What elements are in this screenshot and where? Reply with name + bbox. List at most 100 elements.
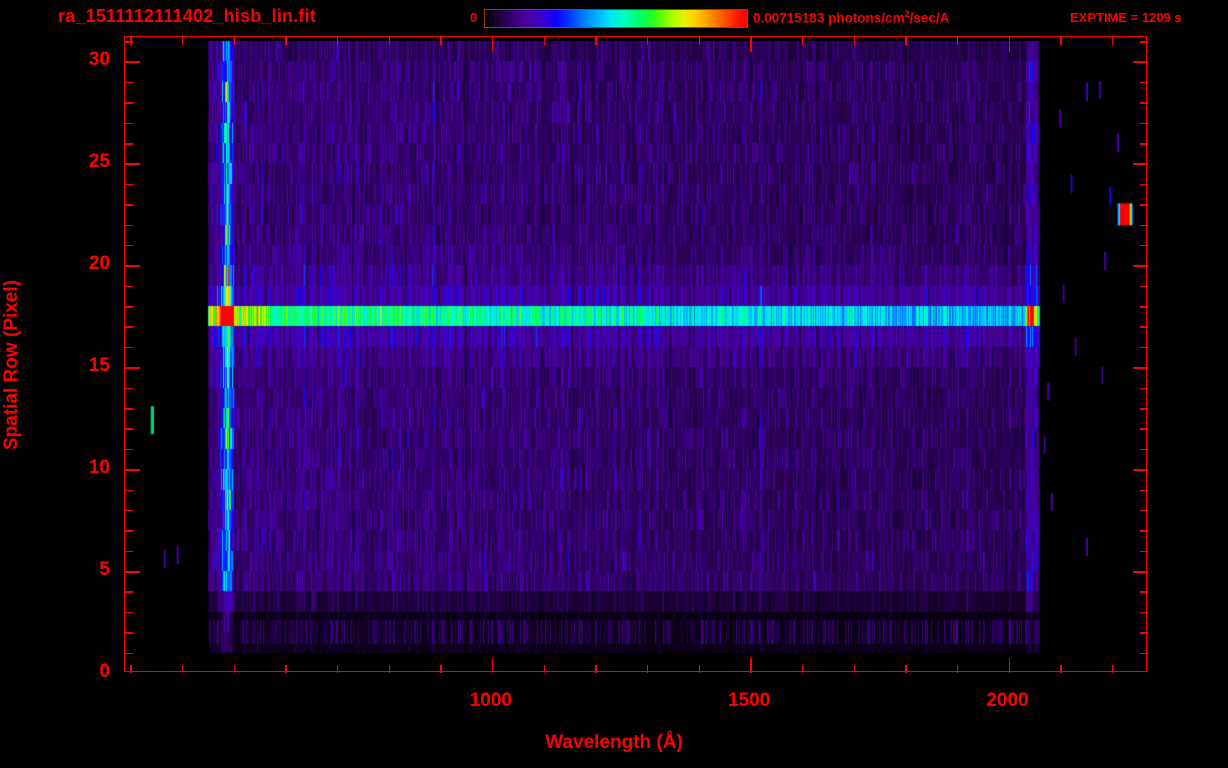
x-tick [853,665,855,673]
y-tick [125,591,133,593]
x-tick [595,665,597,673]
x-tick [698,665,700,673]
y-tick [125,509,133,512]
y-tick [125,285,133,288]
x-tick-top [750,37,752,52]
y-tick-right [1140,41,1148,43]
y-tick-right [1133,571,1148,573]
x-tick-top [595,37,597,45]
y-tick-right [1133,61,1148,63]
x-tick [801,665,804,673]
x-tick [956,665,959,673]
y-tick-label: 30 [88,49,110,71]
plot-frame [124,36,1148,673]
y-tick [125,346,133,349]
y-tick-right [1140,550,1148,553]
y-tick-right [1140,611,1148,614]
y-tick [125,571,140,573]
colorbar [484,9,748,28]
y-tick [125,448,133,451]
x-tick-label: 1500 [728,690,771,711]
x-tick-label: 2000 [986,690,1029,711]
y-tick-right [1140,81,1148,84]
x-tick-top [646,37,649,45]
y-tick [125,306,133,308]
y-tick-right [1140,224,1148,227]
x-tick [181,665,184,673]
y-tick-right [1140,143,1148,145]
x-tick-top [801,37,804,45]
x-tick-label: 1000 [469,690,512,711]
y-tick-right [1140,509,1148,512]
y-tick-right [1140,408,1148,410]
y-tick-right [1133,469,1148,471]
x-tick-top [336,37,339,45]
x-tick [543,665,545,673]
y-tick-right [1140,632,1148,634]
x-tick [440,665,442,673]
x-tick-top [698,37,700,45]
y-tick [125,428,133,430]
y-tick-right [1133,163,1148,165]
y-tick [125,41,133,43]
spectrogram-image [125,37,1148,673]
y-tick-right [1140,428,1148,430]
y-tick [125,408,133,410]
x-tick [491,658,494,673]
y-tick-right [1140,652,1148,655]
spectrogram-canvas [125,37,1148,673]
y-tick [125,652,133,655]
y-tick [125,550,133,553]
y-tick-label: 20 [88,253,110,275]
x-tick-top [956,37,959,45]
y-tick [125,530,133,532]
x-tick [130,665,132,673]
y-tick-right [1140,306,1148,308]
y-tick [125,387,133,390]
y-tick [125,489,133,492]
y-tick [125,611,133,614]
y-tick-right [1140,591,1148,593]
y-tick [125,163,140,165]
x-tick-top [285,37,287,45]
y-tick-right [1140,122,1148,125]
y-axis-label: Spatial Row (Pixel) [1,280,22,450]
y-tick-label: 0 [99,661,110,682]
x-tick-top [543,37,545,45]
y-tick [125,265,140,267]
y-tick [125,81,133,84]
x-tick-top [181,37,184,45]
x-tick-top [1111,37,1114,45]
colorbar-max-label: 0.00715183 photons/cm2/sec/A [753,9,950,26]
y-tick-right [1140,102,1148,104]
y-tick-right [1140,530,1148,532]
x-tick [646,665,649,673]
y-tick [125,326,133,328]
y-tick-label: 5 [99,559,110,581]
x-tick-top [905,37,907,45]
x-axis-label: Wavelength (Å) [545,732,683,753]
y-tick-right [1140,448,1148,451]
y-tick [125,244,133,247]
y-tick-right [1140,387,1148,390]
file-title: ra_1511112111402_hisb_lin.fit [58,6,317,26]
x-tick [233,665,235,673]
y-tick-right [1140,244,1148,247]
x-tick [750,658,752,673]
x-tick-top [491,37,494,52]
y-tick [125,632,133,634]
x-tick-top [233,37,235,45]
y-tick-right [1140,204,1148,206]
x-tick-top [853,37,855,45]
y-tick-label: 15 [88,355,110,377]
y-tick [125,204,133,206]
y-tick-right [1140,346,1148,349]
x-tick [1008,658,1010,673]
y-tick [125,102,133,104]
y-tick-right [1140,326,1148,328]
x-tick-top [130,37,132,45]
y-tick-right [1140,285,1148,288]
x-tick [336,665,339,673]
x-tick-top [1060,37,1062,45]
